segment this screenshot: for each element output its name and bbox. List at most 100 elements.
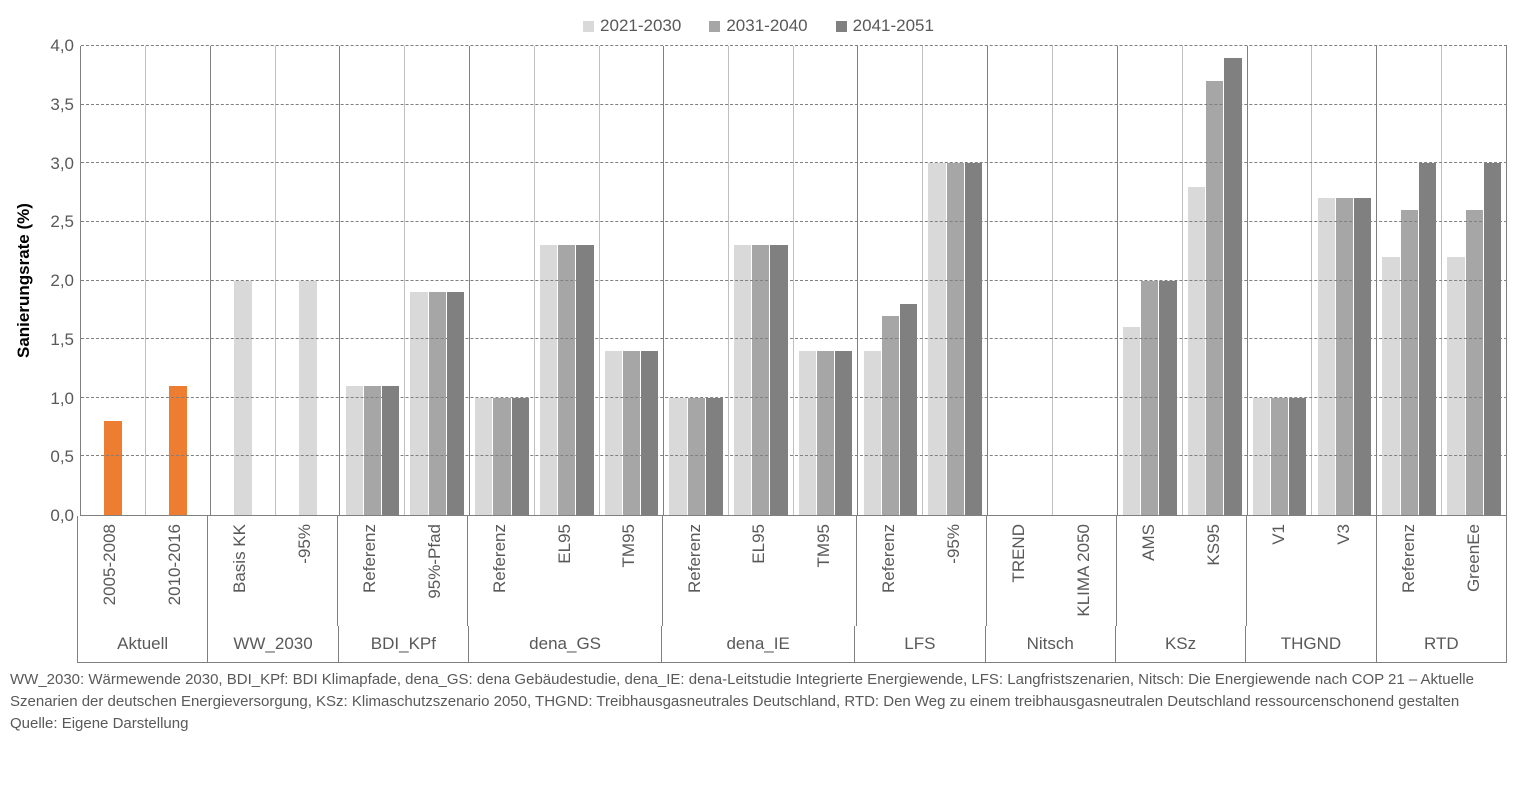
scenario-cell [470, 46, 535, 515]
scenario-cell [858, 46, 923, 515]
bar [1318, 198, 1335, 515]
scenario-label: EL95 [533, 516, 598, 626]
x-axis-scenario-labels: 2005-20082010-2016Basis KK-95%Referenz95… [77, 516, 1507, 626]
grid-line [81, 455, 1507, 456]
x-sub-group: V1V3 [1247, 516, 1377, 626]
bar-cluster [1442, 46, 1506, 515]
group-label: LFS [855, 626, 985, 662]
scenario-label-text: Referenz [685, 524, 705, 593]
bar [104, 421, 122, 515]
bar-cluster [1248, 46, 1312, 515]
scenario-label-text: Basis KK [230, 524, 250, 593]
bar [752, 245, 769, 515]
scenario-cell [1377, 46, 1442, 515]
legend-label: 2031-2040 [726, 16, 807, 36]
group-cell [211, 46, 341, 515]
y-tick-label: 1,0 [50, 389, 74, 409]
scenario-label-text: 2005-2008 [100, 524, 120, 605]
bar [576, 245, 593, 515]
bar [512, 398, 529, 515]
scenario-label-text: V3 [1334, 524, 1354, 545]
scenario-cell [923, 46, 987, 515]
scenario-cell [1183, 46, 1247, 515]
legend: 2021-20302031-20402041-2051 [10, 10, 1507, 46]
x-sub-group: Referenz -95% [857, 516, 987, 626]
scenario-cell [405, 46, 469, 515]
legend-item: 2041-2051 [836, 16, 934, 36]
bar [1354, 198, 1371, 515]
chart-container: 2021-20302031-20402041-2051 Sanierungsra… [10, 10, 1507, 732]
bar [1253, 398, 1270, 515]
bar [1401, 210, 1418, 515]
bar-cluster [988, 46, 1052, 515]
legend-swatch [709, 21, 720, 32]
scenario-label-text: -95% [944, 524, 964, 564]
scenario-cell [1053, 46, 1117, 515]
y-axis-ticks: 0,00,51,01,52,02,53,03,54,0 [38, 46, 80, 516]
legend-label: 2041-2051 [853, 16, 934, 36]
bar [493, 398, 510, 515]
legend-swatch [583, 21, 594, 32]
scenario-label-text: TREND [1009, 524, 1029, 583]
y-tick-label: 0,5 [50, 447, 74, 467]
bar [1419, 163, 1436, 515]
bar [835, 351, 852, 515]
scenario-label: AMS [1117, 516, 1182, 626]
bar-cluster [858, 46, 922, 515]
bar-cluster [470, 46, 534, 515]
bar [1466, 210, 1483, 515]
x-sub-group: AMS KS95 [1117, 516, 1247, 626]
bars-layer [81, 46, 1507, 515]
scenario-label: -95% [922, 516, 987, 626]
group-cell [858, 46, 988, 515]
plot-row: Sanierungsrate (%) 0,00,51,01,52,02,53,0… [10, 46, 1507, 516]
bar-cluster [211, 46, 275, 515]
scenario-label-text: -95% [295, 524, 315, 564]
group-label: RTD [1377, 626, 1507, 662]
scenario-label: Referenz [663, 516, 728, 626]
bar [1271, 398, 1288, 515]
scenario-cell [535, 46, 600, 515]
group-label: Nitsch [986, 626, 1116, 662]
bar [770, 245, 787, 515]
grid-line [81, 280, 1507, 281]
bar [1123, 327, 1140, 515]
bar-cluster [535, 46, 599, 515]
group-cell [664, 46, 858, 515]
bar-cluster [923, 46, 987, 515]
bar [965, 163, 982, 515]
scenario-label: -95% [273, 516, 338, 626]
group-label: THGND [1246, 626, 1376, 662]
y-tick-label: 3,0 [50, 154, 74, 174]
group-label: dena_GS [469, 626, 662, 662]
bar [1141, 281, 1158, 516]
bar [817, 351, 834, 515]
y-tick-label: 1,5 [50, 330, 74, 350]
scenario-label-text: Referenz [1399, 524, 1419, 593]
bar-cluster [405, 46, 469, 515]
bar [558, 245, 575, 515]
grid-line [81, 397, 1507, 398]
y-tick-label: 2,5 [50, 212, 74, 232]
bar [1382, 257, 1399, 515]
scenario-cell [81, 46, 146, 515]
scenario-label-text: KS95 [1204, 524, 1224, 566]
scenario-cell [146, 46, 210, 515]
scenario-label-text: Referenz [490, 524, 510, 593]
bar-cluster [340, 46, 404, 515]
scenario-cell [729, 46, 794, 515]
bar [1159, 281, 1176, 516]
legend-swatch [836, 21, 847, 32]
scenario-label: Referenz [468, 516, 533, 626]
y-tick-label: 3,5 [50, 95, 74, 115]
bar [900, 304, 917, 515]
y-tick-label: 0,0 [50, 506, 74, 526]
scenario-cell [664, 46, 729, 515]
grid-line [81, 45, 1507, 46]
scenario-label: KLIMA 2050 [1052, 516, 1117, 626]
bar-cluster [1118, 46, 1182, 515]
bar [641, 351, 658, 515]
scenario-label-text: Referenz [879, 524, 899, 593]
grid-line [81, 104, 1507, 105]
scenario-label: TREND [987, 516, 1052, 626]
